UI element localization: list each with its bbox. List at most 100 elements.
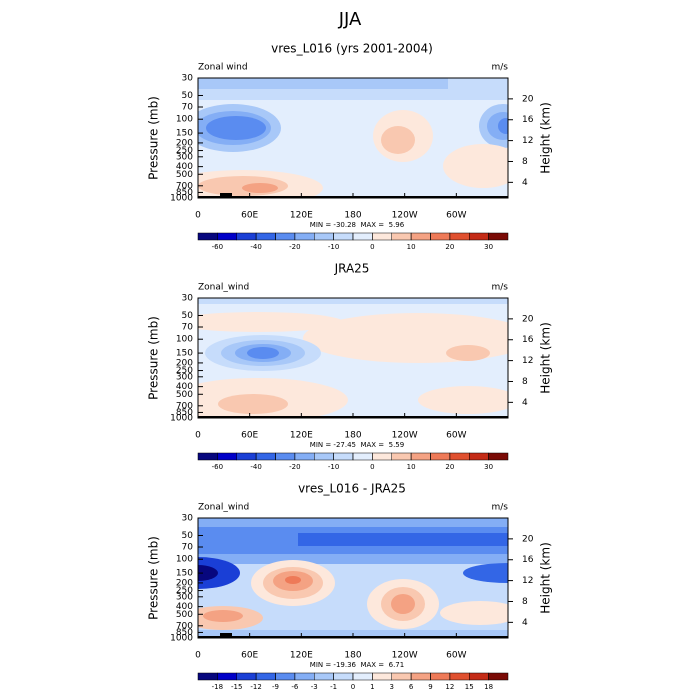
x-tick-label: 120E	[290, 431, 313, 441]
left-label: Zonal_wind	[198, 283, 249, 293]
x-tick-label: 0	[195, 431, 201, 441]
y-tick-label: 850	[176, 408, 193, 418]
colorbar-label: 0	[370, 463, 374, 471]
colorbar-box	[314, 232, 334, 241]
colorbar-box	[352, 232, 373, 241]
colorbar-box	[197, 452, 218, 461]
y2-tick-label: 20	[522, 94, 534, 104]
y-tick-label: 850	[176, 628, 193, 638]
colorbar-box	[294, 232, 315, 241]
y2-tick-label: 8	[522, 157, 528, 167]
stats-label: MIN = -19.36 MAX = 6.71	[310, 661, 404, 669]
y-tick-label: 850	[176, 188, 193, 198]
right-label: m/s	[492, 63, 509, 73]
contour-field	[198, 518, 508, 638]
colorbar-box	[391, 232, 412, 241]
y2-axis-label: Height (km)	[539, 542, 553, 613]
colorbar-box	[294, 452, 315, 461]
y2-tick-label: 4	[522, 178, 528, 188]
y-tick-label: 700	[176, 181, 193, 191]
y-tick-label: 400	[176, 602, 193, 612]
y-tick-label: 200	[176, 138, 193, 148]
colorbar-label: -10	[328, 243, 339, 251]
colorbar-box	[449, 452, 470, 461]
x-tick-label: 180	[344, 651, 361, 661]
y-tick-label: 250	[176, 366, 193, 376]
colorbar-box	[449, 232, 470, 241]
colorbar-box	[197, 672, 218, 681]
colorbar-box	[488, 232, 509, 241]
colorbar-box	[255, 452, 276, 461]
colorbar-box	[333, 232, 354, 241]
figure-title: JJA	[338, 9, 362, 30]
colorbar-label: -3	[311, 683, 318, 691]
colorbar-box	[352, 672, 373, 681]
y2-tick-label: 8	[522, 377, 528, 387]
y-tick-label: 400	[176, 382, 193, 392]
y-tick-label: 500	[176, 610, 193, 620]
y-tick-label: 150	[176, 349, 193, 359]
y2-tick-label: 4	[522, 618, 528, 628]
colorbar-box	[469, 232, 489, 241]
colorbar-label: 10	[407, 243, 416, 251]
colorbar-box	[430, 232, 451, 241]
y-tick-label: 30	[182, 294, 194, 304]
colorbar-label: -18	[212, 683, 223, 691]
colorbar-label: -20	[289, 463, 300, 471]
x-tick-label: 120W	[392, 651, 418, 661]
colorbar-box	[275, 672, 296, 681]
colorbar-box	[488, 452, 509, 461]
y-tick-label: 200	[176, 358, 193, 368]
y-tick-label: 250	[176, 146, 193, 156]
colorbar-box	[236, 672, 257, 681]
right-label: m/s	[492, 503, 509, 513]
y-tick-label: 100	[176, 335, 193, 345]
y2-tick-label: 12	[522, 356, 533, 366]
y-tick-label: 500	[176, 170, 193, 180]
colorbar-box	[333, 672, 354, 681]
colorbar-box	[333, 452, 354, 461]
colorbar-label: 15	[465, 683, 474, 691]
y-tick-label: 70	[182, 322, 194, 332]
colorbar-box	[314, 452, 334, 461]
colorbar-label: 18	[484, 683, 493, 691]
colorbar-label: 3	[390, 683, 394, 691]
colorbar-box	[410, 452, 431, 461]
left-label: Zonal_wind	[198, 503, 249, 513]
y2-tick-label: 8	[522, 597, 528, 607]
y2-tick-label: 16	[522, 555, 534, 565]
panel-title: JRA25	[334, 262, 370, 276]
x-tick-label: 60W	[446, 431, 466, 441]
colorbar-box	[275, 232, 296, 241]
y-axis-label: Pressure (mb)	[147, 96, 161, 180]
y2-tick-label: 20	[522, 534, 534, 544]
y-tick-label: 70	[182, 542, 194, 552]
colorbar-box	[488, 672, 509, 681]
y2-tick-label: 12	[522, 576, 533, 586]
colorbar-box	[410, 672, 431, 681]
y2-axis-label: Height (km)	[539, 322, 553, 393]
colorbar-box	[391, 452, 412, 461]
colorbar-box	[217, 452, 237, 461]
colorbar-label: -15	[231, 683, 242, 691]
colorbar-box	[372, 452, 392, 461]
colorbar-label: 9	[428, 683, 432, 691]
y-tick-label: 250	[176, 586, 193, 596]
colorbar-box	[372, 672, 392, 681]
colorbar-label: -12	[250, 683, 261, 691]
colorbar-label: 30	[484, 463, 493, 471]
colorbar-box	[469, 452, 489, 461]
left-label: Zonal wind	[198, 63, 248, 73]
y2-tick-label: 12	[522, 136, 533, 146]
y2-axis-label: Height (km)	[539, 102, 553, 173]
y-tick-label: 50	[182, 531, 194, 541]
colorbar-box	[294, 672, 315, 681]
colorbar-label: -40	[250, 243, 261, 251]
y-tick-label: 700	[176, 401, 193, 411]
colorbar-box	[391, 672, 412, 681]
x-tick-label: 120E	[290, 211, 313, 221]
colorbar-label: 20	[445, 463, 454, 471]
right-label: m/s	[492, 283, 509, 293]
colorbar-label: -40	[250, 463, 261, 471]
